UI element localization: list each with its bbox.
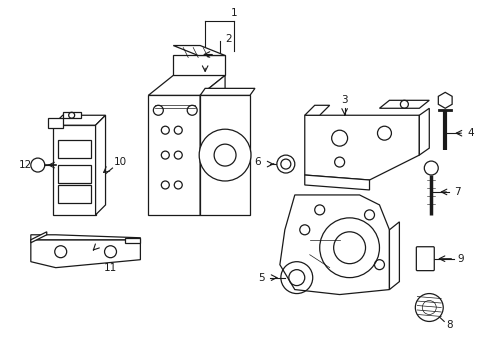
Polygon shape — [379, 100, 428, 108]
Polygon shape — [31, 240, 140, 268]
Polygon shape — [31, 232, 47, 243]
Text: 5: 5 — [258, 273, 264, 283]
Polygon shape — [388, 222, 399, 289]
Text: 11: 11 — [103, 263, 117, 273]
Text: 10: 10 — [114, 157, 127, 167]
Text: 4: 4 — [467, 128, 473, 138]
Text: 8: 8 — [445, 320, 451, 330]
Circle shape — [424, 161, 437, 175]
Circle shape — [31, 158, 45, 172]
Polygon shape — [95, 115, 105, 215]
Polygon shape — [200, 75, 224, 215]
Polygon shape — [173, 55, 224, 75]
Text: 12: 12 — [19, 160, 32, 170]
Polygon shape — [53, 125, 95, 215]
Polygon shape — [53, 115, 105, 125]
Polygon shape — [304, 115, 419, 180]
Text: 1: 1 — [230, 8, 237, 18]
Polygon shape — [200, 88, 254, 95]
FancyBboxPatch shape — [415, 247, 433, 271]
Polygon shape — [62, 112, 81, 118]
Text: 6: 6 — [254, 157, 261, 167]
Text: 2: 2 — [224, 33, 231, 44]
Text: 9: 9 — [457, 254, 464, 264]
Polygon shape — [279, 195, 388, 294]
Polygon shape — [304, 105, 329, 115]
Ellipse shape — [199, 129, 250, 181]
Polygon shape — [48, 118, 62, 128]
Circle shape — [414, 293, 442, 321]
Ellipse shape — [214, 144, 236, 166]
Text: 7: 7 — [453, 187, 460, 197]
Polygon shape — [200, 95, 249, 215]
Polygon shape — [31, 235, 140, 240]
Polygon shape — [173, 45, 224, 55]
Circle shape — [280, 159, 290, 169]
Polygon shape — [148, 95, 200, 215]
Text: 3: 3 — [341, 95, 347, 105]
Circle shape — [276, 155, 294, 173]
Polygon shape — [125, 238, 140, 243]
Polygon shape — [419, 108, 428, 155]
Polygon shape — [304, 175, 369, 190]
Polygon shape — [148, 75, 224, 95]
